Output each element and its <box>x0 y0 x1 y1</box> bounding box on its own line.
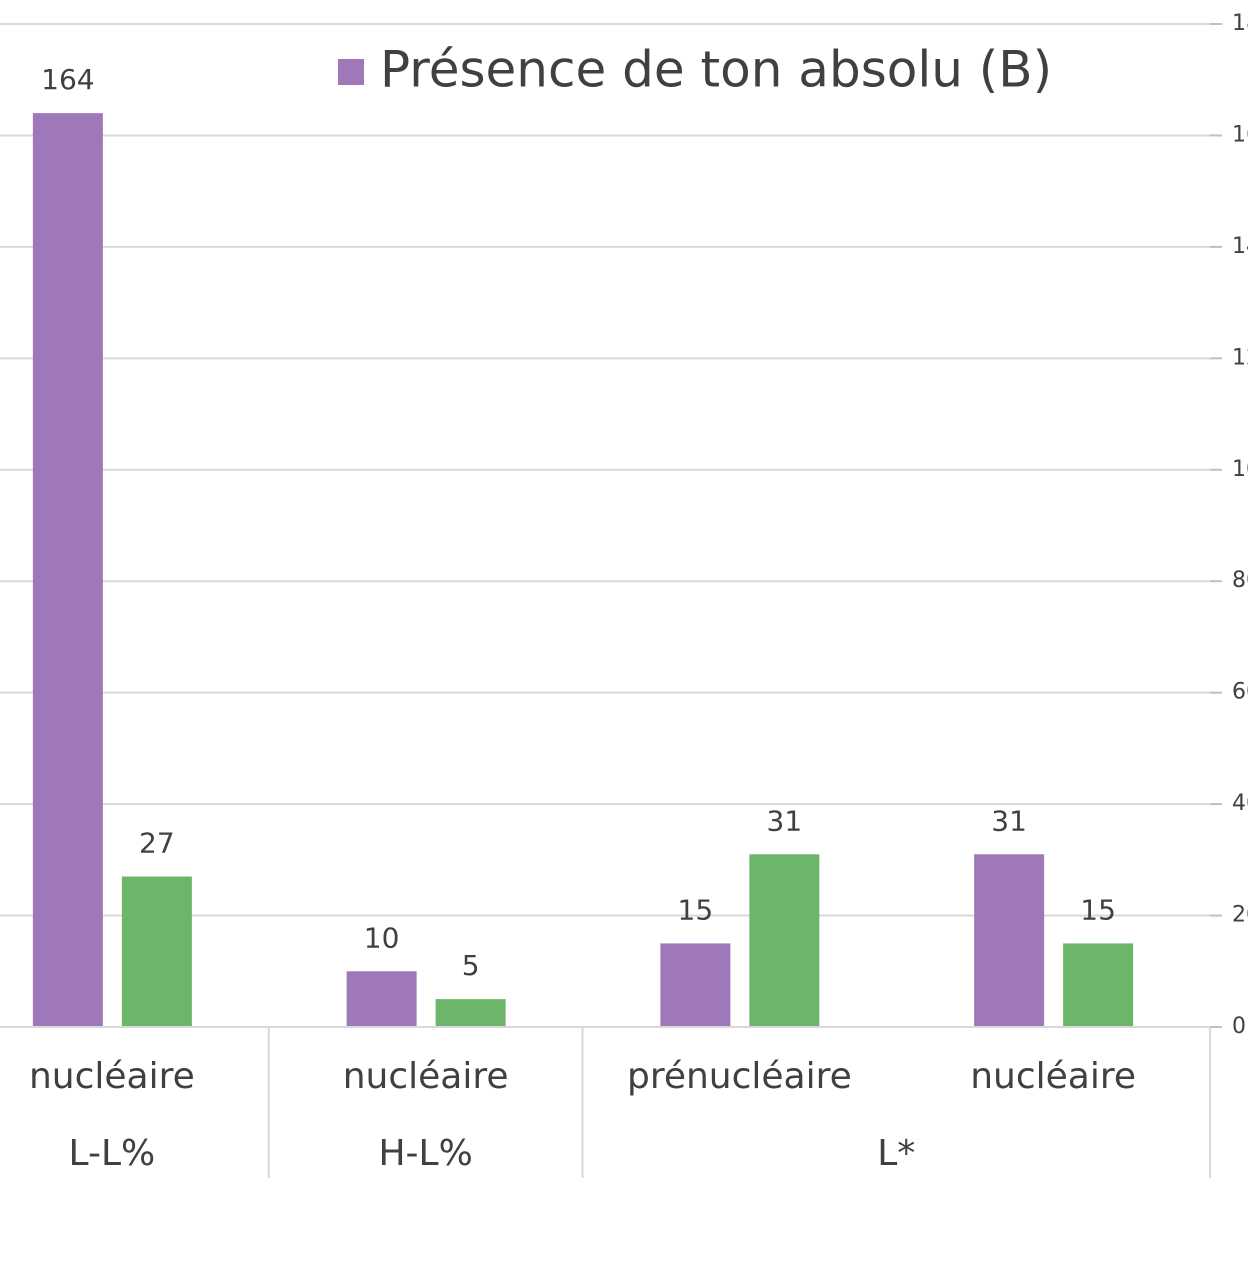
bar <box>435 999 506 1027</box>
y-tick-label: 40 <box>1232 791 1248 816</box>
bar <box>974 854 1045 1027</box>
data-label: 27 <box>139 827 175 860</box>
group-label: H-L% <box>378 1133 472 1174</box>
x-tick-label: prénucléaire <box>627 1056 852 1097</box>
y-tick-label: 60 <box>1232 680 1248 705</box>
data-label: 5 <box>462 949 480 982</box>
y-tick-label: 120 <box>1232 345 1248 370</box>
x-tick-label: nucléaire <box>343 1056 509 1097</box>
legend-swatch <box>338 59 364 85</box>
y-tick-label: 100 <box>1232 457 1248 482</box>
y-tick-label: 160 <box>1232 122 1248 147</box>
y-tick-label: 20 <box>1232 903 1248 928</box>
x-tick-label: nucléaire <box>29 1056 195 1097</box>
bar <box>32 113 103 1027</box>
bar <box>121 876 192 1027</box>
group-label: L* <box>877 1133 915 1174</box>
bar <box>660 943 731 1027</box>
data-label: 31 <box>767 804 803 837</box>
y-tick-label: 180 <box>1232 11 1248 36</box>
bar <box>346 971 417 1027</box>
data-label: 15 <box>1080 893 1116 926</box>
bar <box>749 854 820 1027</box>
data-label: 164 <box>41 63 94 96</box>
legend-label: Présence de ton absolu (B) <box>380 41 1052 99</box>
y-tick-label: 0 <box>1232 1014 1246 1039</box>
bar <box>1063 943 1134 1027</box>
data-label: 31 <box>991 804 1027 837</box>
y-tick-label: 80 <box>1232 568 1248 593</box>
x-tick-label: nucléaire <box>970 1056 1136 1097</box>
y-tick-label: 140 <box>1232 234 1248 259</box>
data-label: 15 <box>678 893 714 926</box>
data-label: 10 <box>364 921 400 954</box>
group-label: L-L% <box>69 1133 156 1174</box>
